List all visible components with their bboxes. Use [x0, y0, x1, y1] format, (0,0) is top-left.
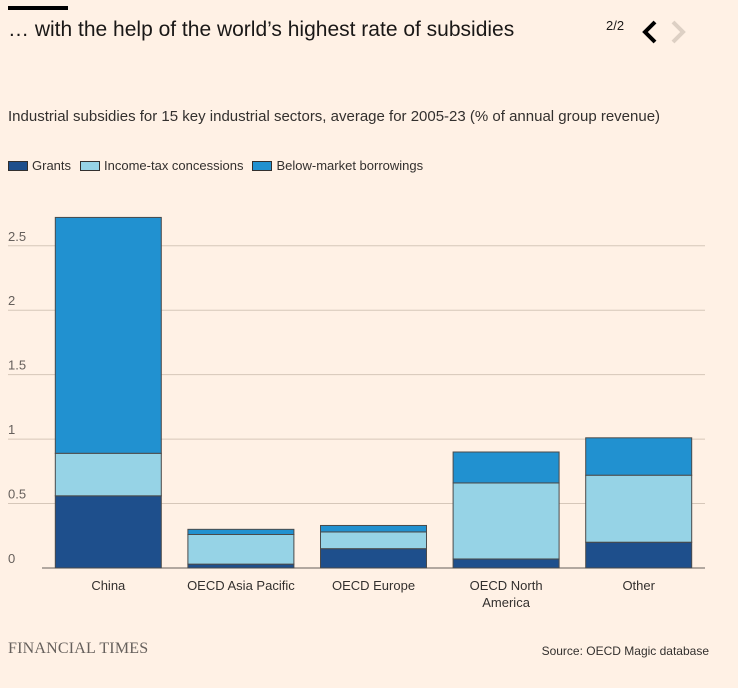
- legend-label-borrowings: Below-market borrowings: [276, 158, 424, 173]
- bar-segment-grants: [585, 541, 693, 569]
- legend-label-grants: Grants: [32, 158, 72, 173]
- bar-segment-income-tax-concessions: [585, 474, 693, 543]
- bar-segment-income-tax-concessions: [187, 533, 295, 565]
- top-accent-bar: [8, 6, 68, 10]
- x-tick-label: OECD Asia Pacific: [187, 578, 295, 593]
- bar-segment-grants: [452, 558, 560, 569]
- legend-swatch-borrowings: [252, 160, 273, 171]
- bar-segment-income-tax-concessions: [54, 452, 162, 497]
- y-tick-label: 0: [8, 551, 15, 566]
- x-tick-label: OECD Europe: [332, 578, 415, 593]
- legend-item-income-tax: Income-tax concessions: [80, 158, 243, 173]
- y-tick-label: 2.5: [8, 229, 26, 244]
- x-tick-label: Other: [622, 578, 655, 593]
- bar-segment-income-tax-concessions: [452, 482, 560, 560]
- bar-segment-grants: [320, 548, 427, 569]
- legend-item-grants: Grants: [8, 158, 71, 173]
- x-tick-label: OECD North America: [470, 578, 543, 610]
- legend-item-borrowings: Below-market borrowings: [252, 158, 423, 173]
- bar-segment-below-market-borrowings: [585, 437, 693, 476]
- legend-swatch-grants: [8, 160, 28, 171]
- chevron-right-icon[interactable]: [668, 20, 688, 44]
- source-note: Source: OECD Magic database: [541, 644, 709, 658]
- bar-segment-grants: [187, 563, 295, 569]
- bar-segment-income-tax-concessions: [320, 531, 427, 550]
- y-tick-label: 0.5: [8, 487, 26, 502]
- bar-segment-below-market-borrowings: [187, 528, 295, 535]
- page-headline: … with the help of the world’s highest r…: [8, 18, 515, 41]
- legend-swatch-income-tax: [80, 160, 101, 171]
- y-tick-label: 1: [8, 422, 15, 437]
- legend-label-income-tax: Income-tax concessions: [104, 158, 244, 173]
- chevron-left-icon[interactable]: [640, 20, 660, 44]
- page-counter: 2/2: [606, 18, 625, 33]
- bar-segment-below-market-borrowings: [320, 524, 427, 533]
- y-tick-label: 1.5: [8, 358, 26, 373]
- chart-title: Industrial subsidies for 15 key industri…: [8, 108, 661, 125]
- x-tick-label: China: [91, 578, 126, 593]
- bar-segment-below-market-borrowings: [54, 216, 162, 454]
- chart-legend: Grants Income-tax concessions Below-mark…: [8, 158, 423, 173]
- financial-times-logo: FINANCIAL TIMES: [8, 640, 149, 657]
- bar-segment-below-market-borrowings: [452, 451, 560, 484]
- y-tick-label: 2: [8, 293, 15, 308]
- bar-segment-grants: [54, 495, 162, 569]
